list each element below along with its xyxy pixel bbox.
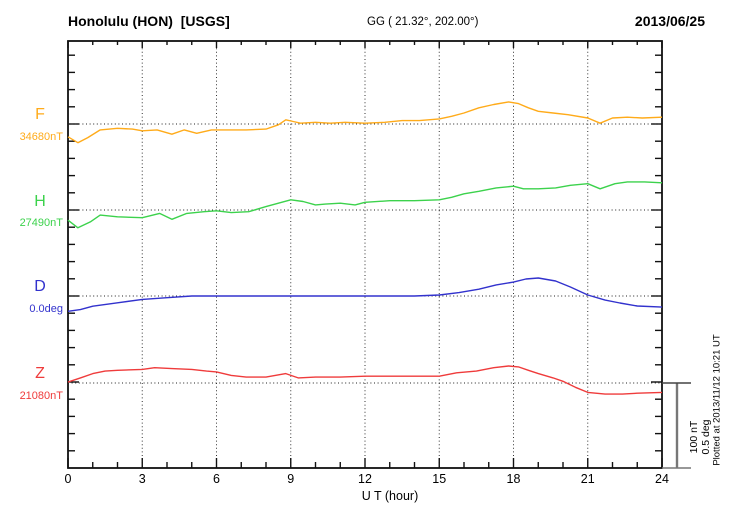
x-axis-title: U T (hour) [361,489,419,503]
geographic-coordinates: GG ( 21.32°, 202.00°) [367,16,479,28]
plot-frame [67,40,663,469]
channel-label-f: F [35,106,45,123]
channel-baseline-d: 0.0deg [29,303,63,315]
channel-label-z: Z [35,365,45,382]
x-tick-label: 3 [138,472,146,486]
channel-baseline-f: 34680nT [19,131,63,143]
x-tick-label: 15 [432,472,447,486]
x-tick-label: 0 [64,472,72,486]
scale-bar-label: 100 nT 0.5 deg [688,419,712,455]
channel-baseline-h: 27490nT [19,217,63,229]
x-tick-label: 18 [506,472,521,486]
trace-f [67,101,663,144]
trace-d [67,277,663,312]
x-tick-label: 21 [580,472,595,486]
channel-label-h: H [34,193,46,210]
channel-label-d: D [34,278,46,295]
x-tick-label: 6 [213,472,220,486]
x-tick-label: 9 [287,472,295,486]
plot-date: 2013/06/25 [634,13,705,29]
plotted-timestamp: Plotted at 2013/11/12 10:21 UT [711,334,723,466]
channel-baseline-z: 21080nT [19,390,63,402]
trace-z [67,365,663,395]
x-tick-label: 24 [655,472,669,486]
station-title: Honolulu (HON) [USGS] [68,13,230,29]
x-tick-label: 12 [358,472,372,486]
trace-h [67,181,663,229]
